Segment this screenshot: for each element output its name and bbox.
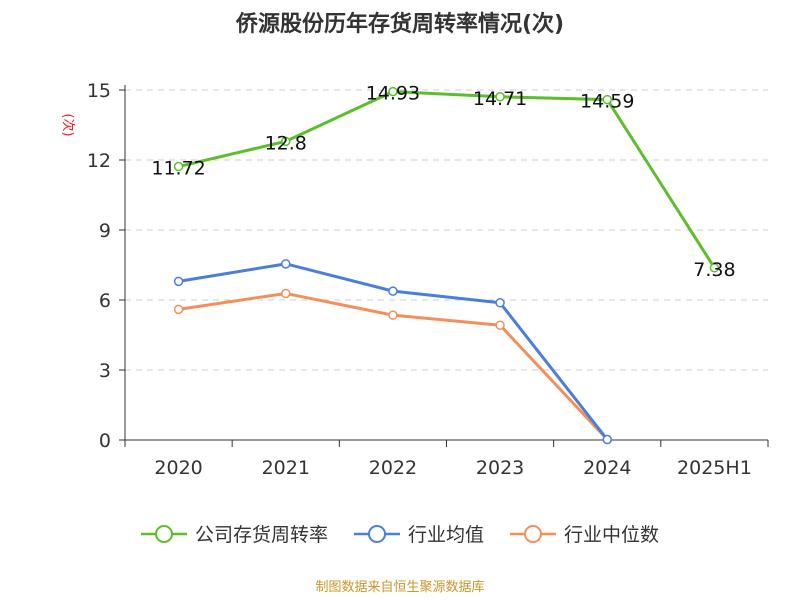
legend-label-industry-mean: 行业均值 (407, 524, 484, 546)
chart-title: 侨源股份历年存货周转率情况(次) (235, 12, 565, 37)
series-1-point-2022 (388, 286, 398, 296)
series-line-0 (178, 90, 716, 269)
data-label-2023: 14.71 (473, 88, 527, 110)
source-note: 制图数据来自恒生聚源数据库 (315, 580, 485, 595)
data-label-2022: 14.93 (366, 83, 420, 105)
legend-label-industry-median: 行业中位数 (564, 524, 660, 546)
series-1-point-2023 (495, 298, 505, 308)
x-tick-label-2022: 2022 (369, 457, 417, 479)
y-axis-label: (次) (60, 113, 76, 136)
legend-marker-company (154, 524, 173, 543)
chart-legend: 公司存货周转率 行业均值 行业中位数 (0, 520, 800, 547)
series-1-point-2021 (281, 259, 291, 269)
series-2-point-2022 (388, 310, 398, 320)
data-label-2025H1: 7.38 (693, 259, 735, 281)
data-label-2024: 14.59 (580, 91, 634, 113)
legend-item-company[interactable]: 公司存货周转率 (140, 520, 328, 547)
y-tick-label-6: 6 (99, 290, 111, 312)
legend-item-industry-mean[interactable]: 行业均值 (353, 520, 484, 547)
series-2-point-2020 (173, 304, 184, 315)
y-tick-label-9: 9 (99, 220, 111, 242)
x-tick-label-2020: 2020 (154, 457, 202, 479)
series-0-point-2024 (602, 94, 612, 105)
legend-label-company: 公司存货周转率 (194, 524, 328, 546)
y-tick-label-15: 15 (87, 80, 111, 102)
series-0-point-2020 (173, 161, 184, 172)
legend-line-company-icon (140, 524, 187, 543)
legend-line-median-icon (510, 524, 556, 543)
series-1-point-2024 (602, 434, 612, 445)
x-tick-label-2024: 2024 (583, 457, 631, 479)
x-tick-label-2023: 2023 (476, 457, 524, 479)
data-label-2021: 12.8 (265, 132, 307, 154)
y-tick-label-0: 0 (99, 430, 111, 452)
series-0-point-2021 (281, 136, 291, 147)
x-tick-label-2021: 2021 (262, 457, 310, 479)
legend-marker-median (524, 524, 542, 543)
series-1-point-2020 (173, 276, 184, 287)
series-0-point-2023 (495, 92, 505, 102)
y-tick-label-3: 3 (99, 360, 111, 382)
series-0-point-2025H1 (709, 263, 720, 273)
y-tick-label-12: 12 (87, 150, 111, 172)
x-tick-label-2025H1: 2025H1 (677, 457, 752, 479)
series-2-point-2021 (281, 288, 291, 299)
legend-line-mean-icon (353, 524, 400, 543)
data-label-2020: 11.72 (151, 158, 205, 180)
legend-item-industry-median[interactable]: 行业中位数 (510, 520, 659, 547)
series-2-point-2023 (495, 320, 505, 330)
legend-marker-mean (367, 524, 386, 543)
series-0-point-2022 (388, 86, 398, 97)
